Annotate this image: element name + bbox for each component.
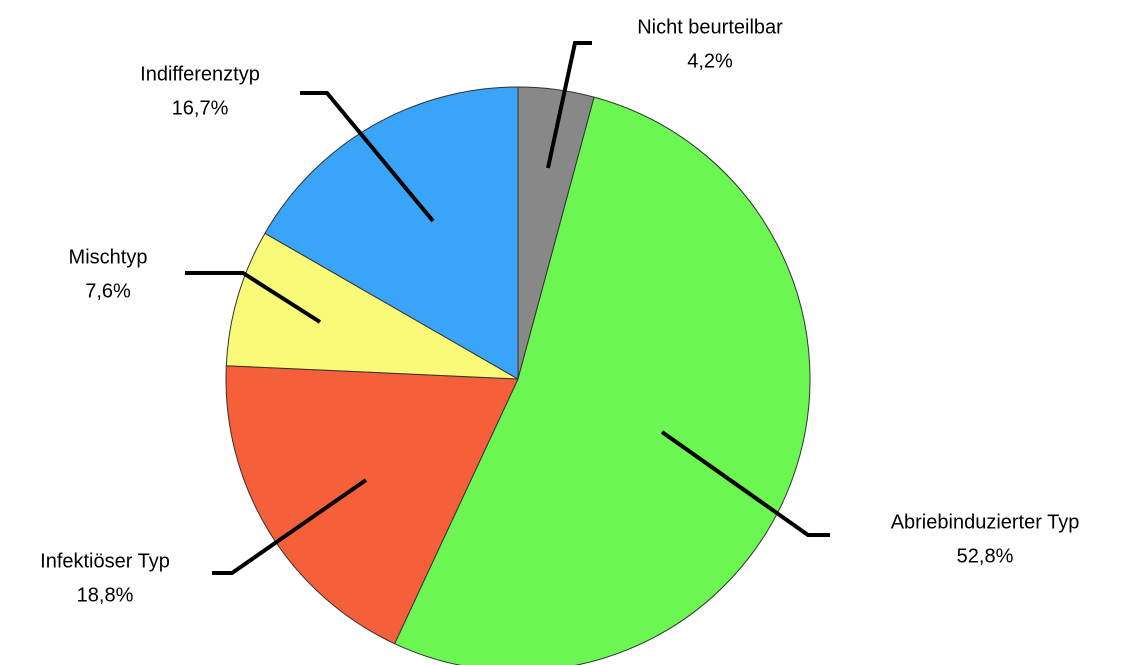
slice-value-label: 4,2% bbox=[687, 50, 733, 72]
pie-slice bbox=[225, 232, 519, 380]
pie-slice bbox=[225, 365, 519, 645]
leader-line bbox=[660, 430, 830, 537]
slice-value-label: 16,7% bbox=[172, 97, 229, 119]
slice-value-label: 52,8% bbox=[957, 545, 1014, 567]
slice-label: Infektiöser Typ bbox=[40, 550, 170, 572]
slice-label: Mischtyp bbox=[69, 246, 148, 268]
slice-label: Abriebinduzierter Typ bbox=[891, 511, 1080, 533]
leader-line bbox=[546, 41, 592, 169]
slice-label: Indifferenztyp bbox=[140, 63, 260, 85]
slice-value-label: 18,8% bbox=[77, 584, 134, 606]
leader-line bbox=[185, 271, 322, 324]
leader-line bbox=[212, 478, 368, 575]
leader-line bbox=[300, 91, 435, 223]
slice-value-label: 7,6% bbox=[85, 280, 131, 302]
pie-slice bbox=[264, 86, 519, 380]
pie-slice bbox=[393, 96, 811, 665]
slice-label: Nicht beurteilbar bbox=[637, 16, 783, 38]
